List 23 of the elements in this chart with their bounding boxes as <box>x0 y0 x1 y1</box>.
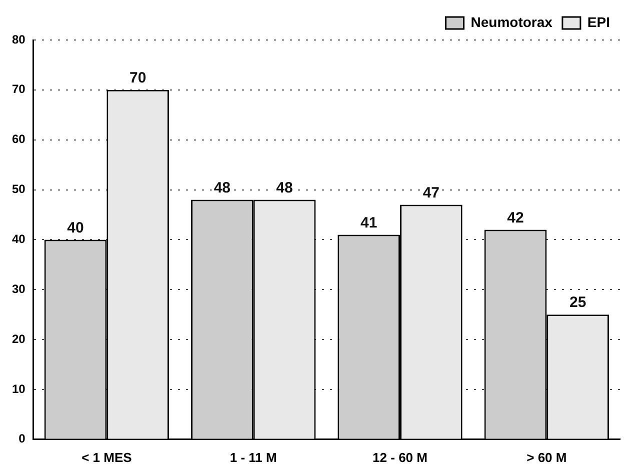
y-tick-label: 70 <box>12 82 26 96</box>
y-tick-label: 50 <box>12 182 26 196</box>
x-tick-label: 1 - 11 M <box>230 450 277 465</box>
data-label: 41 <box>360 214 378 232</box>
data-label: 48 <box>276 179 293 196</box>
data-label: 42 <box>507 209 524 226</box>
data-label: 48 <box>214 179 231 196</box>
y-tick-label: 80 <box>12 32 26 46</box>
legend-label: Neumotorax <box>470 14 553 30</box>
data-label: 70 <box>130 70 146 87</box>
y-tick-label: 40 <box>12 232 26 246</box>
y-tick-label: 0 <box>18 432 26 446</box>
y-tick-label: 60 <box>12 132 26 146</box>
legend-label: EPI <box>587 14 610 30</box>
y-tick-label: 10 <box>12 382 26 396</box>
data-label: 40 <box>67 219 84 236</box>
x-tick-label: < 1 MES <box>82 450 132 465</box>
data-label: 47 <box>422 184 440 202</box>
y-tick-label: 30 <box>12 282 26 296</box>
data-label: 25 <box>569 294 586 312</box>
x-tick-label: 12 - 60 M <box>372 450 428 465</box>
y-tick-label: 20 <box>12 332 26 346</box>
x-tick-label: > 60 M <box>526 450 567 465</box>
